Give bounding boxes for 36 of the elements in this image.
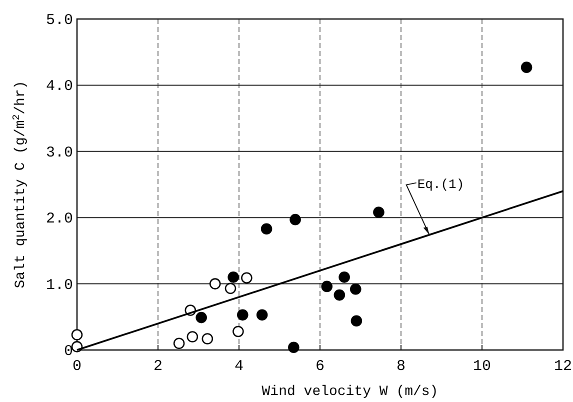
- y-tick-label: 5.0: [46, 12, 73, 29]
- point: [202, 333, 214, 344]
- y-tick-label: 1.0: [46, 276, 73, 294]
- point: [338, 272, 350, 283]
- x-tick-label: 12: [554, 358, 572, 375]
- x-tick-label: 4: [234, 358, 244, 375]
- point: [196, 312, 207, 324]
- y-tick-label: 2.0: [46, 210, 73, 228]
- x-tick-label: 8: [396, 358, 406, 375]
- point: [173, 338, 185, 350]
- x-tick-label: 6: [315, 358, 325, 375]
- point: [256, 309, 268, 321]
- point: [224, 282, 236, 294]
- point: [186, 331, 198, 342]
- x-tick-label: 10: [472, 358, 492, 375]
- x-axis-title: Wind velocity W (m/s): [262, 384, 438, 400]
- y-tick-label: 0: [64, 343, 73, 360]
- point: [350, 283, 362, 295]
- annotation: Eq.(1): [417, 176, 464, 192]
- point: [350, 315, 362, 327]
- point: [321, 280, 333, 292]
- point: [373, 206, 384, 218]
- point: [228, 272, 239, 283]
- point: [288, 342, 300, 353]
- y-tick-label: 3.0: [46, 144, 73, 162]
- point: [520, 62, 532, 73]
- y-tick-label: 4.0: [46, 78, 73, 96]
- x-tick-label: 2: [153, 358, 163, 375]
- point: [209, 278, 221, 290]
- point: [71, 329, 83, 340]
- point: [334, 289, 346, 301]
- point: [236, 309, 248, 321]
- point: [232, 326, 244, 338]
- point: [260, 223, 272, 235]
- point: [290, 214, 301, 226]
- point: [241, 272, 252, 284]
